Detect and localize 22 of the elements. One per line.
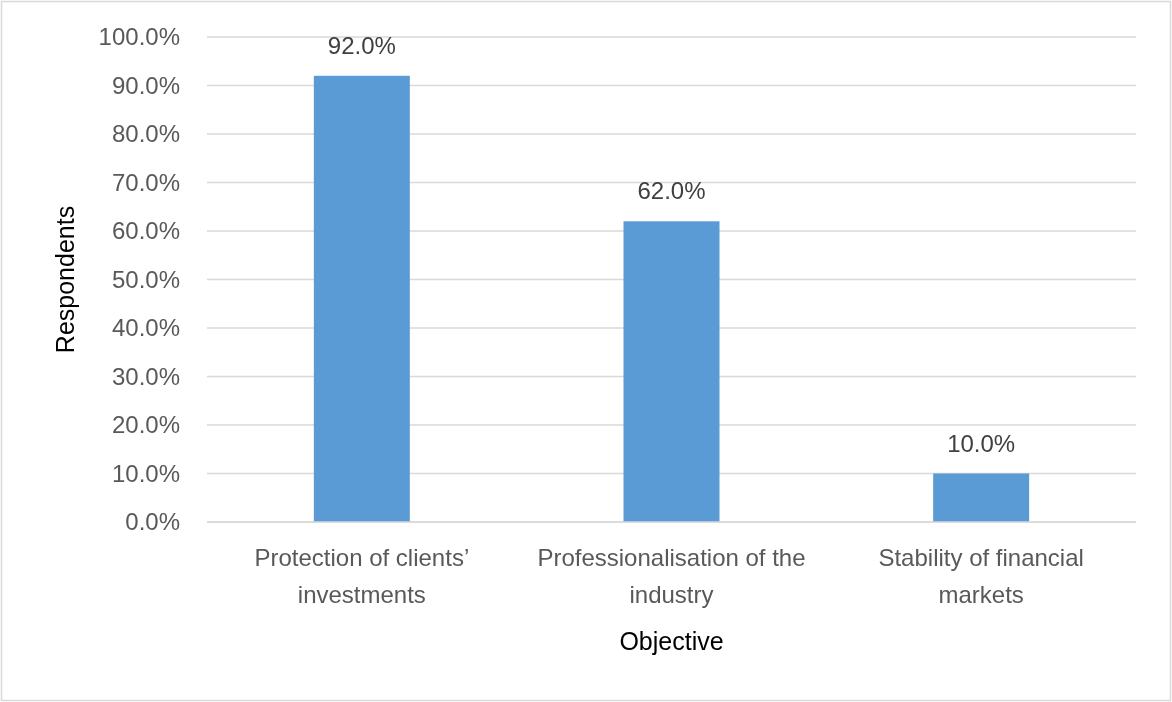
x-tick-label: Protection of clients’ investments [254,544,470,608]
y-tick-label: 70.0% [111,168,180,196]
data-label: 92.0% [327,31,396,59]
y-tick-label: 10.0% [111,459,180,487]
y-tick-label: 50.0% [111,265,180,293]
y-tick-label: 60.0% [111,217,180,245]
y-tick-label: 100.0% [98,23,180,51]
x-tick-label: Stability of financial markets [878,544,1084,608]
y-tick-label: 20.0% [111,411,180,439]
y-axis-title: Respondents [51,205,79,354]
x-tick-label: Professionalisation of the industry [537,544,806,608]
x-axis-title: Objective [619,627,724,655]
data-label: 10.0% [947,429,1016,457]
bar [933,473,1030,522]
y-tick-label: 90.0% [111,71,180,99]
data-label: 62.0% [637,177,706,205]
bar [623,221,720,522]
y-tick-label: 30.0% [111,362,180,390]
y-tick-label: 40.0% [111,314,180,342]
y-tick-label: 80.0% [111,120,180,148]
bar [313,75,410,522]
y-tick-label: 0.0% [125,508,180,536]
